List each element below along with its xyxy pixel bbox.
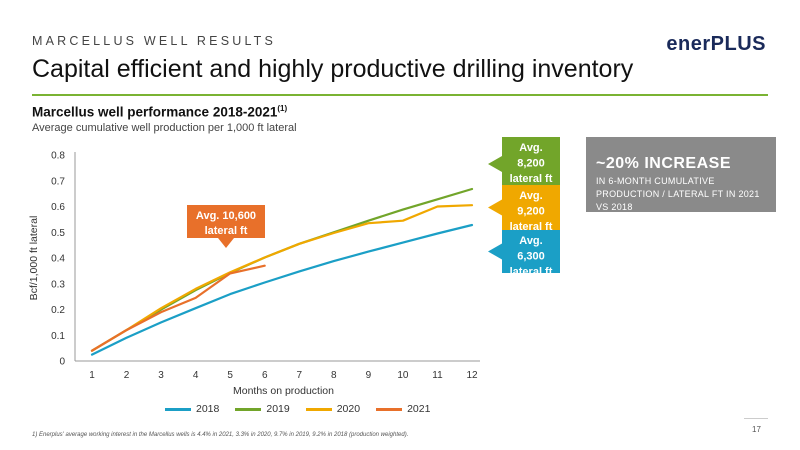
chart-title-text: Marcellus well performance 2018-2021 — [32, 104, 278, 120]
y-tick-label: 0.7 — [51, 176, 65, 187]
callout-text-avg2019: 8,200 — [517, 158, 545, 170]
callout-text-avg2018: 6,300 — [517, 251, 545, 263]
legend-swatch — [165, 407, 191, 411]
legend-swatch — [376, 407, 403, 411]
x-tick-label: 9 — [366, 370, 372, 381]
x-tick-label: 11 — [432, 370, 443, 381]
y-tick-label: 0.3 — [51, 279, 65, 290]
callout-text-avg2021: lateral ft — [205, 225, 248, 237]
legend-item-2019: 2019 — [235, 403, 290, 415]
page-title: Capital efficient and highly productive … — [32, 55, 634, 83]
x-axis-label: Months on production — [233, 385, 334, 397]
y-tick-label: 0 — [59, 357, 65, 368]
page-number-rule — [744, 418, 768, 419]
x-tick-label: 7 — [296, 370, 302, 381]
increase-headline: ~20% INCREASE — [596, 155, 731, 172]
logo-text-ener: ener — [666, 33, 711, 55]
y-tick-label: 0.2 — [51, 305, 65, 316]
y-axis-label: Bcf/1,000 ft lateral — [28, 216, 40, 301]
legend-label: 2019 — [266, 403, 290, 415]
section-kicker: MARCELLUS WELL RESULTS — [32, 34, 277, 48]
y-tick-label: 0.5 — [51, 228, 65, 239]
legend-item-2020: 2020 — [305, 403, 361, 415]
legend-swatch — [305, 407, 332, 411]
x-tick-label: 6 — [262, 370, 268, 381]
x-tick-label: 8 — [331, 370, 337, 381]
legend-label: 2021 — [407, 403, 431, 415]
callout-text-avg2020: 9,200 — [517, 206, 545, 218]
callout-box-avg2020 — [488, 185, 560, 230]
legend-item-2021: 2021 — [376, 403, 430, 415]
y-tick-label: 0.4 — [51, 254, 65, 265]
increase-summary-box: ~20% INCREASE IN 6-MONTH CUMULATIVE PROD… — [586, 137, 776, 212]
legend-swatch — [235, 407, 262, 411]
x-tick-label: 10 — [397, 370, 409, 381]
chart-title: Marcellus well performance 2018-2021(1) — [32, 104, 287, 120]
callout-text-avg2019: Avg. — [519, 142, 542, 154]
legend-label: 2018 — [196, 403, 220, 415]
callout-text-avg2018: lateral ft — [510, 266, 553, 278]
increase-detail: IN 6-MONTH CUMULATIVE PRODUCTION / LATER… — [596, 176, 760, 212]
callout-box-avg2021 — [187, 205, 265, 248]
legend-item-2018: 2018 — [165, 403, 219, 415]
callout-text-avg2019: lateral ft — [510, 173, 553, 185]
x-tick-label: 1 — [89, 370, 95, 381]
series-line-2020 — [90, 204, 474, 352]
y-tick-label: 0.8 — [51, 151, 65, 162]
chart-title-footnote-ref: (1) — [277, 104, 288, 113]
x-tick-label: 5 — [227, 370, 233, 381]
chart-legend: 2018 2019 2020 2021 — [165, 403, 430, 415]
callout-box-avg2018 — [488, 230, 560, 273]
callout-box-avg2019 — [488, 137, 560, 191]
series-line-2018 — [90, 223, 474, 356]
x-tick-label: 4 — [193, 370, 199, 381]
series-line-2021 — [90, 264, 266, 352]
page-number: 17 — [752, 425, 761, 434]
y-tick-label: 0.6 — [51, 202, 65, 213]
y-tick-label: 0.1 — [51, 331, 65, 342]
logo-text-plus: PLUS — [710, 33, 766, 55]
callout-text-avg2018: Avg. — [519, 235, 542, 247]
series-line-2019 — [90, 187, 474, 352]
x-tick-label: 12 — [466, 370, 478, 381]
header-divider — [32, 94, 768, 96]
footnote: 1) Enerplus' average working interest in… — [32, 432, 409, 438]
callout-text-avg2020: Avg. — [519, 190, 542, 202]
callout-text-avg2021: Avg. 10,600 — [196, 210, 256, 222]
enerplus-logo: enerPLUS — [666, 33, 766, 56]
x-tick-label: 2 — [124, 370, 130, 381]
legend-label: 2020 — [336, 403, 361, 415]
x-tick-label: 3 — [158, 370, 164, 381]
chart-subtitle: Average cumulative well production per 1… — [32, 122, 297, 134]
